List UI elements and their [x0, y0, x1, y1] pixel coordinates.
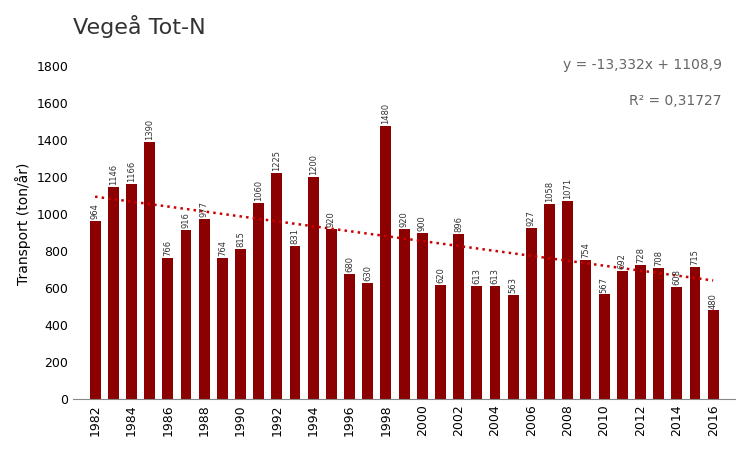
Bar	[399, 229, 410, 399]
Bar	[544, 203, 555, 399]
Bar	[308, 177, 319, 399]
Bar	[126, 184, 137, 399]
Text: 608: 608	[672, 269, 681, 285]
Text: 692: 692	[618, 253, 627, 269]
Bar	[344, 273, 355, 399]
Text: 1480: 1480	[382, 102, 391, 124]
Bar	[526, 228, 537, 399]
Bar	[235, 249, 246, 399]
Text: 927: 927	[527, 210, 536, 226]
Bar	[290, 246, 301, 399]
Text: 920: 920	[400, 212, 409, 227]
Text: Vegeå Tot-N: Vegeå Tot-N	[74, 15, 206, 38]
Text: 680: 680	[345, 256, 354, 272]
Bar	[181, 230, 191, 399]
Text: 1225: 1225	[272, 150, 281, 171]
Bar	[671, 287, 682, 399]
Bar	[435, 285, 446, 399]
Text: 630: 630	[363, 265, 372, 281]
Text: 1060: 1060	[254, 180, 263, 202]
Bar	[108, 187, 118, 399]
Text: 815: 815	[236, 231, 245, 247]
Text: R² = 0,31727: R² = 0,31727	[629, 93, 722, 108]
Text: 900: 900	[418, 215, 427, 231]
Text: 1058: 1058	[545, 181, 554, 202]
Bar	[490, 286, 500, 399]
Text: 1200: 1200	[309, 155, 318, 175]
Bar	[562, 201, 573, 399]
Text: 831: 831	[290, 228, 299, 244]
Text: 480: 480	[709, 293, 718, 308]
Bar	[89, 221, 101, 399]
Bar	[217, 258, 228, 399]
Text: 766: 766	[164, 239, 172, 256]
Text: 916: 916	[182, 212, 190, 228]
Text: 563: 563	[509, 277, 518, 293]
Bar	[272, 173, 282, 399]
Bar	[144, 142, 155, 399]
Bar	[616, 272, 628, 399]
Text: 567: 567	[599, 276, 608, 293]
Text: 620: 620	[436, 267, 445, 283]
Text: 715: 715	[691, 249, 700, 265]
Bar	[472, 286, 482, 399]
Text: 613: 613	[490, 268, 500, 284]
Bar	[598, 295, 610, 399]
Bar	[254, 203, 264, 399]
Text: 754: 754	[581, 242, 590, 258]
Bar	[199, 219, 209, 399]
Bar	[580, 260, 592, 399]
Bar	[708, 310, 718, 399]
Bar	[653, 268, 664, 399]
Bar	[417, 233, 428, 399]
Text: 1166: 1166	[127, 161, 136, 182]
Text: y = -13,332x + 1108,9: y = -13,332x + 1108,9	[562, 59, 722, 73]
Bar	[635, 265, 646, 399]
Text: 964: 964	[91, 203, 100, 219]
Text: 1390: 1390	[145, 119, 154, 140]
Text: 1071: 1071	[563, 178, 572, 199]
Y-axis label: Transport (ton/år): Transport (ton/år)	[15, 162, 31, 285]
Text: 977: 977	[200, 201, 208, 217]
Text: 613: 613	[472, 268, 482, 284]
Text: 728: 728	[636, 247, 645, 263]
Text: 920: 920	[327, 212, 336, 227]
Bar	[689, 267, 700, 399]
Text: 896: 896	[454, 216, 464, 232]
Text: 764: 764	[217, 240, 226, 256]
Bar	[326, 229, 337, 399]
Bar	[362, 283, 374, 399]
Bar	[453, 234, 464, 399]
Bar	[380, 125, 392, 399]
Text: 1146: 1146	[109, 164, 118, 185]
Text: 708: 708	[654, 250, 663, 267]
Bar	[162, 258, 173, 399]
Bar	[508, 295, 519, 399]
